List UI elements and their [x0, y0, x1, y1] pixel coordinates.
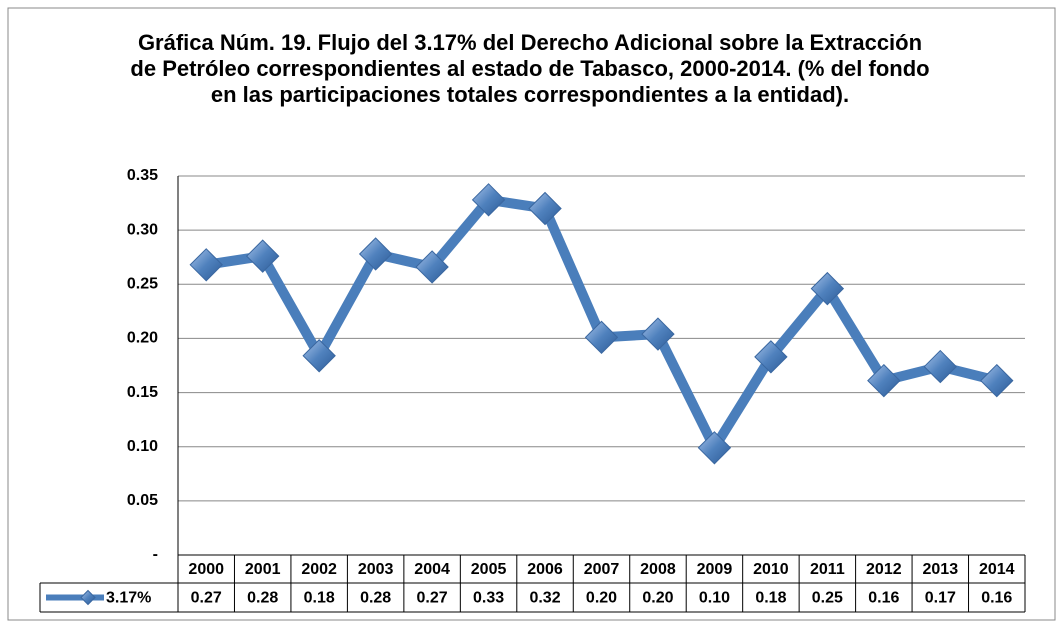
table-value: 0.20 [586, 590, 617, 607]
table-value: 0.10 [699, 590, 730, 607]
table-value: 0.27 [191, 590, 222, 607]
x-tick-label: 2007 [584, 561, 620, 578]
x-tick-label: 2014 [979, 561, 1015, 578]
marker [302, 339, 336, 373]
y-tick-label: - [153, 546, 158, 563]
marker [471, 183, 506, 217]
legend-marker [80, 589, 96, 606]
table-value: 0.18 [304, 590, 335, 607]
x-tick-label: 2012 [866, 561, 902, 578]
y-tick-label: 0.05 [127, 492, 158, 509]
x-tick-label: 2010 [753, 561, 789, 578]
table-value: 0.32 [529, 590, 560, 607]
marker [584, 320, 619, 355]
chart-border [7, 7, 1056, 621]
table-value: 0.25 [812, 590, 843, 607]
table-value: 0.17 [925, 590, 956, 607]
y-tick-label: 0.10 [127, 438, 158, 455]
x-tick-label: 2005 [471, 561, 507, 578]
table-value: 0.16 [981, 590, 1012, 607]
y-tick-label: 0.25 [127, 276, 158, 293]
marker [810, 271, 845, 306]
x-tick-label: 2009 [697, 561, 733, 578]
marker [245, 239, 280, 273]
marker [754, 340, 788, 374]
marker [641, 317, 675, 351]
table-value: 0.28 [247, 590, 278, 607]
x-tick-label: 2002 [301, 561, 337, 578]
x-tick-label: 2004 [414, 561, 450, 578]
marker [415, 250, 449, 284]
y-tick-label: 0.15 [127, 384, 158, 401]
table-value: 0.28 [360, 590, 391, 607]
y-tick-label: 0.20 [127, 330, 158, 347]
y-tick-label: 0.35 [127, 167, 158, 184]
marker [528, 191, 562, 226]
x-tick-label: 2000 [188, 561, 224, 578]
x-tick-label: 2013 [923, 561, 959, 578]
table-value: 0.20 [642, 590, 673, 607]
x-tick-label: 2008 [640, 561, 676, 578]
marker [980, 363, 1014, 398]
table-value: 0.18 [755, 590, 786, 607]
marker [697, 431, 732, 465]
x-tick-label: 2006 [527, 561, 563, 578]
marker [923, 349, 958, 384]
table-value: 0.27 [417, 590, 448, 607]
x-tick-label: 2001 [245, 561, 281, 578]
table-value: 0.16 [868, 590, 899, 607]
chart-title: Gráfica Núm. 19. Flujo del 3.17% del Der… [130, 30, 930, 107]
marker [189, 248, 223, 282]
x-tick-label: 2003 [358, 561, 394, 578]
table-value: 0.33 [473, 590, 504, 607]
marker [867, 363, 901, 398]
y-tick-label: 0.30 [127, 221, 158, 238]
marker [358, 237, 393, 271]
legend-label: 3.17% [106, 590, 151, 607]
x-tick-label: 2011 [810, 561, 845, 578]
